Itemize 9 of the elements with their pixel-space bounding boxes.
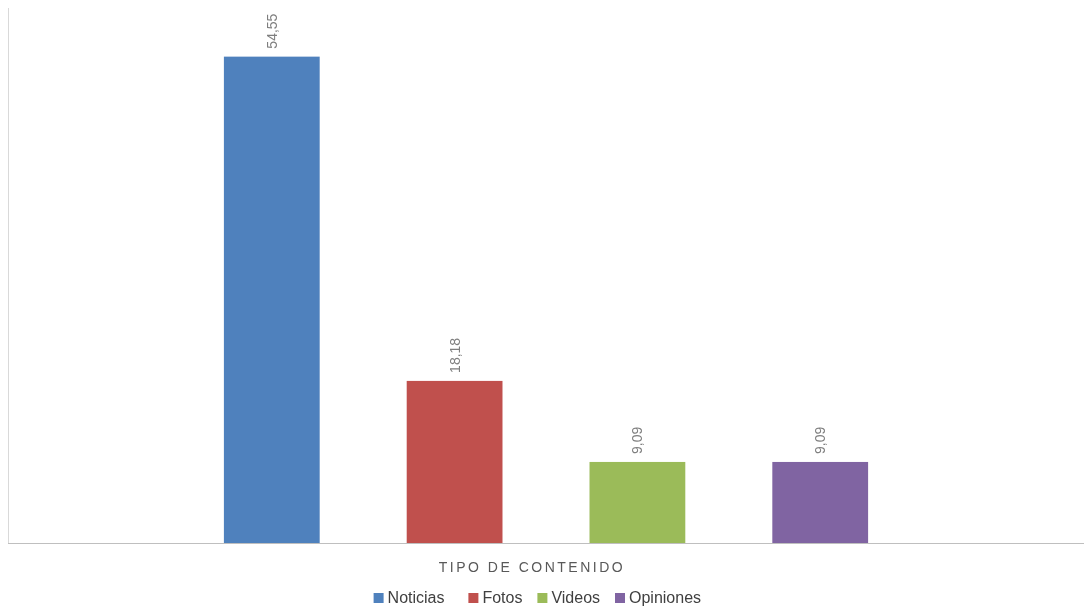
x-axis-title: TIPO DE CONTENIDO (438, 559, 626, 575)
legend-label: Videos (551, 589, 601, 606)
legend-label: Opiniones (629, 589, 702, 606)
legend-label: Fotos (482, 589, 523, 606)
data-label: 9,09 (812, 426, 829, 454)
data-label: 54,55 (263, 13, 280, 49)
data-label: 18,18 (446, 337, 463, 373)
data-label: 9,09 (629, 426, 646, 454)
legend-label: Noticias (387, 589, 445, 606)
